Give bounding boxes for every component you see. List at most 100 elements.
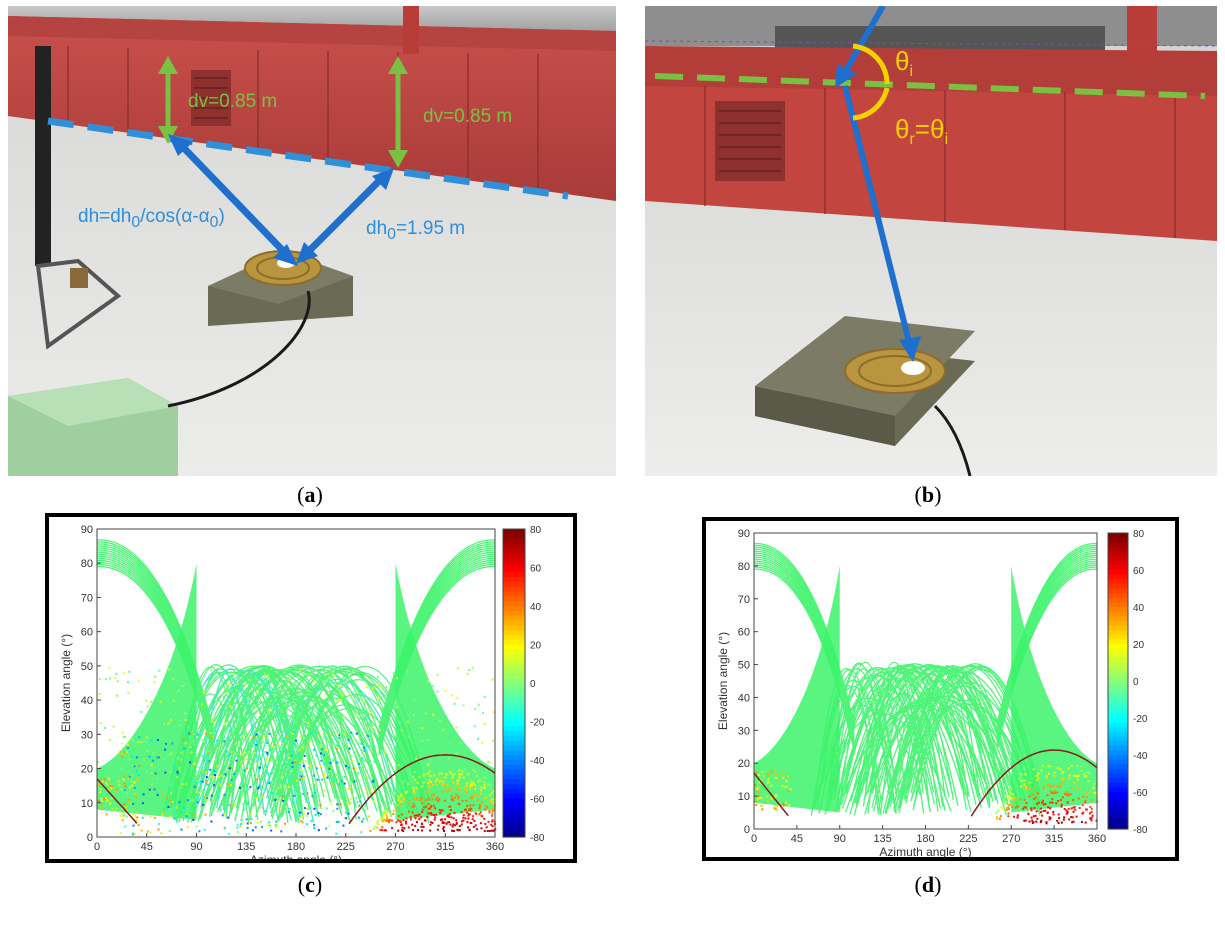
scatter-point	[229, 753, 232, 756]
scatter-point	[1007, 812, 1010, 815]
scatter-point	[224, 717, 227, 720]
scatter-point	[205, 780, 208, 783]
scatter-point	[425, 790, 428, 793]
scatter-point	[109, 738, 112, 741]
scatter-point	[163, 723, 166, 726]
scatter-point	[165, 797, 168, 800]
scatter-point	[213, 770, 216, 773]
scatter-point	[167, 722, 170, 725]
scatter-point	[485, 826, 488, 829]
scatter-point	[307, 767, 310, 770]
scatter-point	[246, 767, 249, 770]
scatter-point	[472, 769, 475, 772]
scatter-point	[351, 759, 354, 762]
scatter-point	[456, 783, 459, 786]
scatter-point	[1010, 787, 1013, 790]
scatter-point	[246, 826, 249, 829]
scatter-point	[377, 685, 380, 688]
scatter-point	[1008, 787, 1011, 790]
scatter-point	[210, 820, 213, 823]
scatter-point	[429, 775, 432, 778]
scatter-point	[118, 750, 121, 753]
scatter-point	[135, 795, 138, 798]
scatter-point	[214, 758, 217, 761]
satellite-track	[210, 691, 389, 815]
scatter-point	[407, 826, 410, 829]
dh0-label: dh0=1.95 m	[366, 218, 465, 244]
scatter-point	[1016, 814, 1019, 817]
scatter-point	[452, 773, 455, 776]
scatter-point	[239, 823, 242, 826]
scatter-point	[445, 822, 448, 825]
scatter-point	[760, 805, 763, 808]
scatter-point	[474, 771, 477, 774]
scatter-point	[302, 765, 305, 768]
colorbar-tick-label: 20	[1133, 640, 1145, 651]
scatter-point	[354, 715, 357, 718]
scatter-point	[420, 785, 423, 788]
scatter-point	[287, 679, 290, 682]
scatter-point	[1085, 791, 1088, 794]
scatter-point	[235, 742, 238, 745]
scatter-point	[369, 829, 372, 832]
scatter-point	[99, 788, 102, 791]
x-tick-label: 45	[791, 833, 803, 845]
scatter-point	[1064, 793, 1067, 796]
scatter-point	[307, 746, 310, 749]
scatter-point	[173, 807, 176, 810]
scatter-point	[111, 808, 114, 811]
scatter-point	[1069, 793, 1072, 796]
scatter-point	[412, 829, 415, 832]
scatter-point	[224, 773, 227, 776]
scatter-point	[146, 705, 149, 708]
scatter-point	[290, 769, 293, 772]
scatter-point	[129, 758, 132, 761]
scatter-point	[780, 772, 783, 775]
scatter-point	[114, 677, 117, 680]
scatter-point	[309, 764, 312, 767]
scatter-point	[429, 823, 432, 826]
scatter-point	[164, 771, 167, 774]
scatter-point	[223, 740, 226, 743]
theta-r-equation: θr=θi	[895, 114, 948, 149]
scatter-point	[470, 784, 473, 787]
scatter-point	[152, 752, 155, 755]
scatter-point	[373, 760, 376, 763]
scatter-point	[1089, 817, 1092, 820]
x-tick-label: 0	[751, 833, 757, 845]
scatter-points	[97, 666, 497, 836]
scatter-point	[1065, 790, 1068, 793]
scatter-point	[1052, 810, 1055, 813]
scatter-point	[439, 811, 442, 814]
scatter-point	[132, 813, 135, 816]
scatter-point	[300, 769, 303, 772]
scatter-point	[241, 738, 244, 741]
scatter-point	[348, 676, 351, 679]
scatter-point	[376, 676, 379, 679]
scatter-point	[1070, 807, 1073, 810]
colorbar-segment	[503, 658, 525, 665]
scatter-point	[491, 739, 494, 742]
scatter-point	[239, 771, 242, 774]
scatter-point	[1016, 816, 1019, 819]
scatter-point	[1041, 764, 1044, 767]
scatter-point	[401, 828, 404, 831]
scatter-point	[121, 819, 124, 822]
scatter-point	[317, 811, 320, 814]
scatter-point	[1036, 791, 1039, 794]
dh-formula-sub: 0	[131, 213, 141, 231]
scatter-point	[1092, 786, 1095, 789]
scatter-point	[774, 776, 777, 779]
scatter-point	[300, 775, 303, 778]
scatter-point	[227, 803, 230, 806]
scatter-point	[125, 815, 128, 818]
scatter-point	[192, 740, 195, 743]
scatter-point	[138, 764, 141, 767]
scatter-point	[365, 789, 368, 792]
scatter-point	[142, 793, 145, 796]
scatter-point	[455, 752, 458, 755]
scatter-point	[103, 797, 106, 800]
scatter-point	[477, 795, 480, 798]
scatter-point	[380, 685, 383, 688]
scatter-point	[455, 793, 458, 796]
